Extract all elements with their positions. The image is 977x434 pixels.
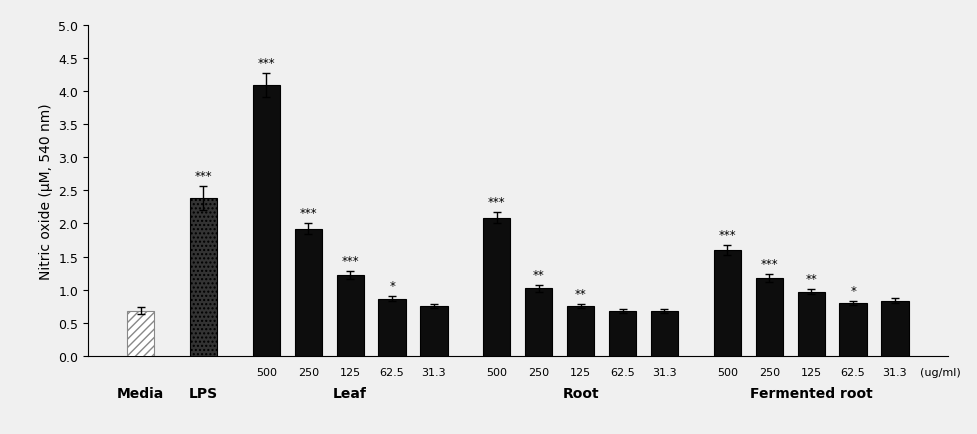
- Bar: [127, 311, 154, 356]
- Text: 500: 500: [256, 367, 276, 377]
- Text: LPS: LPS: [189, 386, 218, 400]
- Text: **: **: [532, 268, 544, 281]
- Text: Leaf: Leaf: [333, 386, 367, 400]
- Text: 500: 500: [717, 367, 738, 377]
- Text: 250: 250: [298, 367, 319, 377]
- Text: **: **: [805, 272, 817, 285]
- Text: ***: ***: [341, 254, 359, 267]
- Text: 250: 250: [529, 367, 549, 377]
- Bar: [253, 85, 280, 356]
- Text: 250: 250: [759, 367, 780, 377]
- Bar: [881, 301, 909, 356]
- Text: Root: Root: [563, 386, 599, 400]
- Text: (ug/ml): (ug/ml): [920, 367, 961, 377]
- Text: ***: ***: [300, 207, 318, 220]
- Bar: [190, 199, 217, 356]
- Bar: [651, 311, 678, 356]
- Text: **: **: [574, 287, 586, 300]
- Text: 500: 500: [487, 367, 507, 377]
- Bar: [336, 276, 363, 356]
- Y-axis label: Nitric oxide (μM, 540 nm): Nitric oxide (μM, 540 nm): [39, 103, 53, 279]
- Text: 62.5: 62.5: [380, 367, 404, 377]
- Bar: [295, 229, 321, 356]
- Bar: [609, 311, 636, 356]
- Bar: [755, 278, 783, 356]
- Text: Media: Media: [117, 386, 164, 400]
- Text: ***: ***: [194, 170, 212, 183]
- Bar: [526, 289, 552, 356]
- Bar: [378, 299, 405, 356]
- Text: *: *: [850, 284, 856, 297]
- Bar: [797, 292, 825, 356]
- Bar: [567, 306, 594, 356]
- Bar: [714, 250, 741, 356]
- Text: 62.5: 62.5: [840, 367, 866, 377]
- Text: 125: 125: [340, 367, 361, 377]
- Text: ***: ***: [760, 257, 778, 270]
- Text: 62.5: 62.5: [611, 367, 635, 377]
- Text: 125: 125: [800, 367, 822, 377]
- Bar: [420, 306, 447, 356]
- Text: ***: ***: [718, 229, 736, 242]
- Text: Fermented root: Fermented root: [749, 386, 872, 400]
- Text: ***: ***: [258, 56, 276, 69]
- Text: 125: 125: [571, 367, 591, 377]
- Bar: [484, 218, 510, 356]
- Text: ***: ***: [488, 196, 506, 209]
- Text: 31.3: 31.3: [422, 367, 446, 377]
- Bar: [839, 303, 867, 356]
- Text: 31.3: 31.3: [653, 367, 677, 377]
- Text: *: *: [389, 279, 395, 293]
- Text: 31.3: 31.3: [882, 367, 908, 377]
